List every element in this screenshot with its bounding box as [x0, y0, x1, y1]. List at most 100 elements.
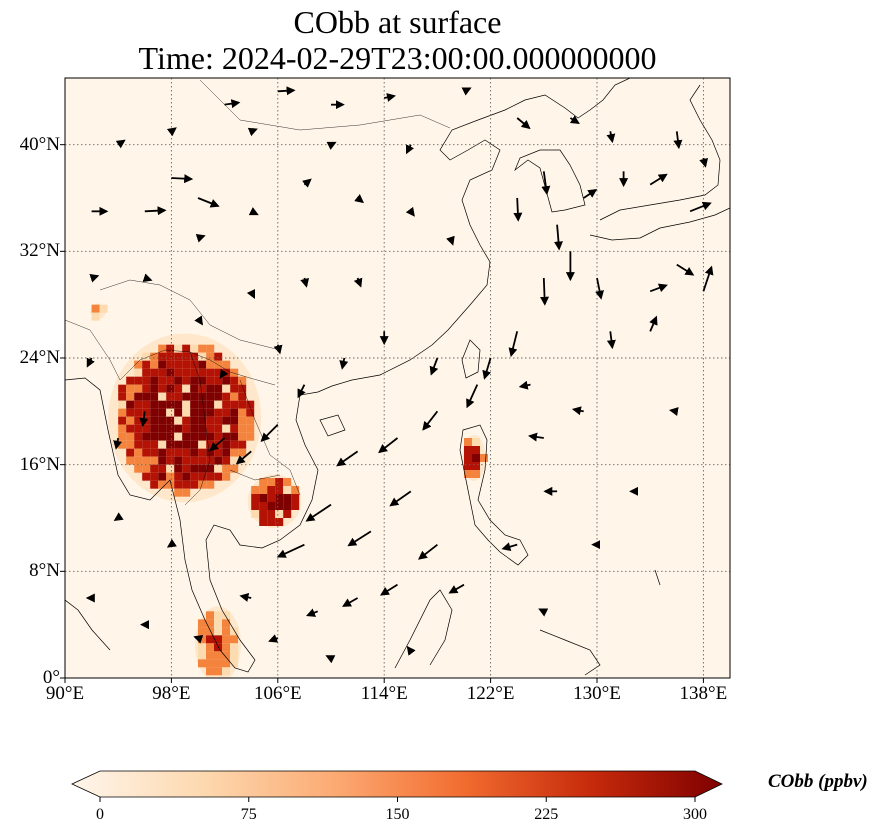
- colorbar-tick-label: 225: [534, 806, 559, 823]
- wind-vector: [422, 410, 439, 431]
- wind-vector: [528, 432, 544, 442]
- wind-vector: [306, 608, 319, 617]
- wind-vector: [209, 437, 226, 452]
- colorbar-tick-label: 75: [240, 806, 257, 823]
- wind-vector: [305, 503, 332, 522]
- wind-vector: [508, 331, 519, 358]
- wind-vector: [446, 235, 455, 246]
- lon-label: 98°E: [152, 683, 191, 704]
- wind-vector: [224, 99, 241, 109]
- wind-vector: [538, 608, 549, 617]
- lat-label: 0°: [42, 667, 60, 688]
- wind-vector: [699, 157, 709, 168]
- wind-vector: [384, 92, 396, 102]
- wind-vector: [518, 380, 531, 390]
- wind-vector: [669, 407, 679, 416]
- wind-vector: [166, 127, 177, 137]
- wind-vector: [606, 331, 616, 350]
- wind-vector: [325, 655, 336, 664]
- wind-vector: [197, 197, 220, 208]
- smoke-hotspot: [90, 303, 108, 321]
- wind-vector: [273, 344, 283, 355]
- wind-vector: [166, 538, 177, 548]
- lon-label: 122°E: [466, 683, 515, 704]
- wind-vector: [606, 131, 616, 144]
- colorbar-tick-label: 0: [96, 806, 104, 823]
- wind-vector: [405, 144, 415, 155]
- wind-vector: [268, 634, 279, 643]
- wind-vector: [239, 592, 252, 602]
- smoke-hotspot: [247, 474, 302, 529]
- wind-vector: [339, 357, 349, 370]
- axis-ticks: [60, 144, 704, 683]
- wind-vector: [326, 141, 337, 150]
- colorbar-tick-label: 300: [683, 806, 707, 823]
- wind-vector: [193, 635, 204, 644]
- wind-vector: [246, 288, 256, 299]
- wind-vector: [406, 645, 416, 656]
- wind-vectors: [85, 86, 714, 664]
- map-area: [65, 78, 730, 678]
- wind-vector: [379, 583, 398, 596]
- wind-vector: [139, 411, 149, 428]
- wind-vector: [297, 384, 306, 399]
- wind-vector: [649, 283, 668, 293]
- wind-vector: [378, 437, 399, 454]
- lat-label: 40°N: [19, 133, 60, 155]
- wind-vector: [347, 530, 372, 547]
- wind-vector: [194, 315, 203, 326]
- wind-vector: [354, 193, 365, 204]
- colorbar-title: CObb (ppbv): [768, 771, 868, 792]
- wind-vector: [171, 174, 194, 184]
- wind-vector: [260, 424, 279, 442]
- wind-vector: [516, 117, 531, 130]
- map-timestamp: Time: 2024-02-29T23:00:00.000000000: [138, 40, 657, 76]
- wind-vector: [86, 357, 95, 368]
- lat-label: 8°N: [29, 560, 60, 582]
- wind-vector: [513, 197, 523, 222]
- wind-vector: [113, 437, 123, 450]
- wind-vector: [571, 406, 584, 416]
- colorbar-ticks: [99, 797, 696, 802]
- colorbar: [71, 770, 723, 802]
- wind-vector: [583, 189, 598, 199]
- wind-vector: [429, 357, 439, 376]
- wind-vector: [113, 512, 124, 521]
- map-frame: [64, 77, 731, 679]
- lat-label: 16°N: [19, 453, 60, 475]
- wind-vector: [466, 384, 479, 409]
- smoke-hotspot: [108, 333, 262, 503]
- wind-vector: [389, 490, 412, 507]
- wind-vector: [142, 273, 153, 282]
- wind-vector: [219, 368, 229, 379]
- wind-vector: [540, 277, 550, 306]
- lon-label: 130°E: [573, 683, 621, 704]
- smoke-hotspot: [462, 435, 488, 481]
- wind-vector: [235, 450, 252, 465]
- wind-vector: [195, 234, 206, 243]
- lat-label: 24°N: [19, 347, 60, 368]
- smoke-hotspot: [195, 606, 241, 678]
- wind-vector: [673, 131, 683, 150]
- colorbar-tick-label: 150: [385, 806, 410, 823]
- wind-vector: [649, 315, 658, 332]
- wind-vector: [248, 207, 259, 216]
- lon-label: 114°E: [360, 683, 408, 704]
- wind-vector: [702, 265, 714, 292]
- wind-vector: [276, 543, 305, 558]
- wind-vector: [482, 357, 492, 380]
- wind-vector: [247, 127, 258, 137]
- wind-vector: [301, 178, 312, 188]
- wind-vector: [144, 206, 167, 216]
- wind-vector: [417, 543, 438, 560]
- wind-vector: [342, 597, 359, 607]
- wind-vector: [89, 274, 100, 283]
- wind-vector: [300, 277, 310, 288]
- wind-vector: [676, 263, 695, 276]
- wind-vector: [115, 139, 126, 149]
- wind-vector: [336, 450, 359, 467]
- wind-vector: [569, 115, 580, 124]
- colorbar-bar: [71, 770, 723, 798]
- wind-vector: [689, 201, 712, 213]
